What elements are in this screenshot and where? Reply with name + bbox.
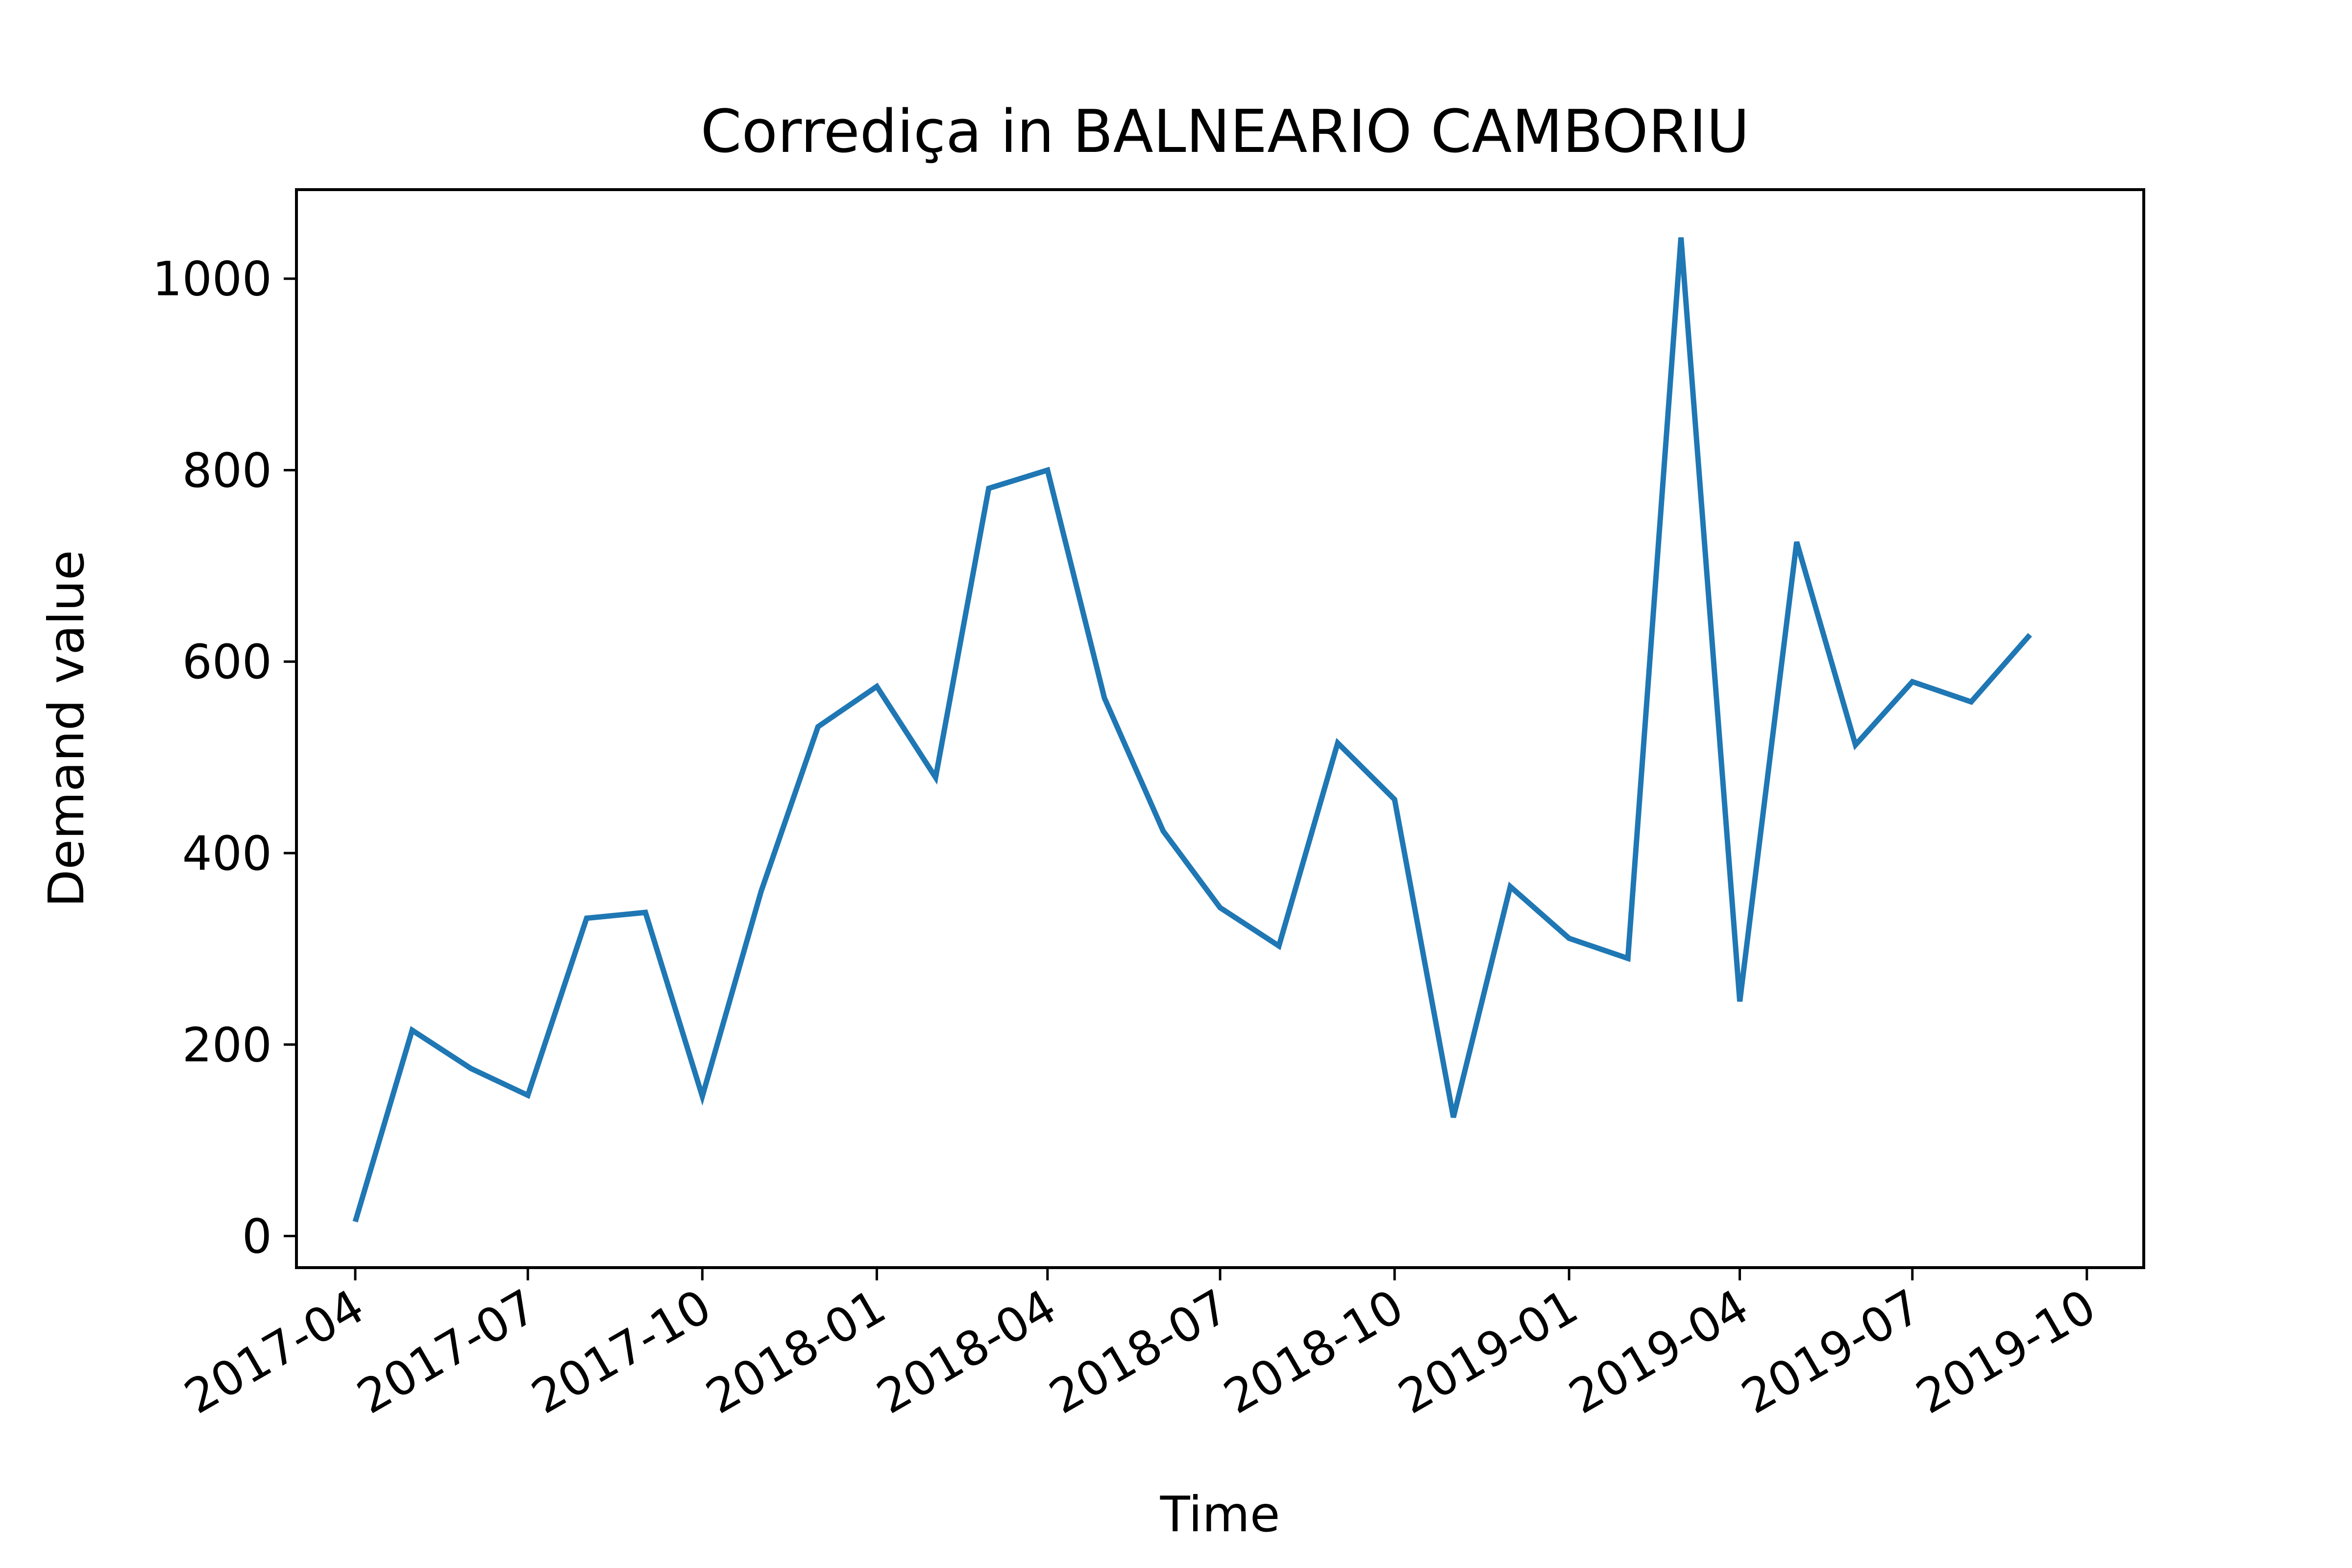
plot-area: [352, 237, 2032, 1223]
y-tick-label: 200: [182, 1018, 272, 1073]
series-line: [352, 237, 2032, 1223]
axes-frame: [295, 188, 2145, 1269]
y-axis: 0 200 400 600 800 1000: [152, 252, 296, 1264]
x-tick-label: 2017-10: [522, 1279, 720, 1425]
x-tick-label: 2017-04: [175, 1279, 373, 1425]
y-tick-label: 1000: [152, 252, 272, 307]
y-tick-label: 600: [182, 635, 272, 689]
x-tick-label: 2018-07: [1040, 1279, 1238, 1425]
x-tick-label: 2017-07: [348, 1279, 545, 1425]
x-tick-label: 2019-01: [1389, 1279, 1587, 1425]
x-tick-label: 2019-07: [1733, 1279, 1930, 1425]
x-tick-label: 2019-04: [1560, 1279, 1758, 1425]
chart-title: Corrediça in BALNEARIO CAMBORIU: [701, 98, 1750, 166]
x-axis-label: Time: [1160, 1486, 1280, 1543]
x-tick-label: 2018-10: [1215, 1279, 1412, 1425]
y-tick-label: 800: [182, 443, 272, 498]
x-tick-label: 2019-10: [1907, 1279, 2105, 1425]
y-tick-label: 400: [182, 826, 272, 881]
x-tick-label: 2018-01: [697, 1279, 895, 1425]
x-tick-label: 2018-04: [868, 1279, 1065, 1425]
y-tick-label: 0: [242, 1209, 272, 1264]
x-axis: 2017-042017-072017-102018-012018-042018-…: [175, 1268, 2105, 1424]
y-axis-label: Demand value: [38, 550, 95, 907]
